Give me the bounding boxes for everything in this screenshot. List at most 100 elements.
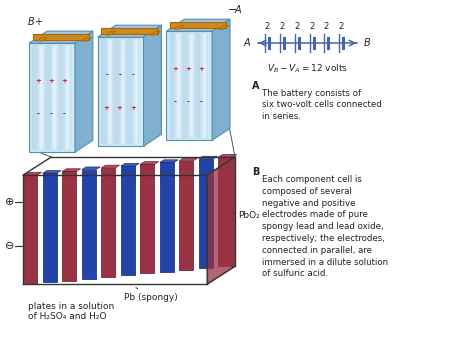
Text: -: - xyxy=(200,99,203,105)
Polygon shape xyxy=(39,45,44,150)
Polygon shape xyxy=(199,159,213,268)
Text: -: - xyxy=(63,111,65,117)
Polygon shape xyxy=(219,154,237,157)
Polygon shape xyxy=(82,170,96,279)
Polygon shape xyxy=(170,33,174,138)
Polygon shape xyxy=(101,165,119,168)
Text: -: - xyxy=(36,111,39,117)
Text: B: B xyxy=(363,38,370,48)
Polygon shape xyxy=(23,172,42,175)
Polygon shape xyxy=(23,175,37,284)
Polygon shape xyxy=(98,37,144,146)
Polygon shape xyxy=(179,161,193,270)
Text: −: − xyxy=(228,5,237,15)
Polygon shape xyxy=(160,160,178,162)
Polygon shape xyxy=(196,33,201,138)
Polygon shape xyxy=(166,31,212,140)
Polygon shape xyxy=(114,39,118,144)
Polygon shape xyxy=(46,45,50,150)
Text: B: B xyxy=(252,167,259,177)
Polygon shape xyxy=(140,164,155,273)
Polygon shape xyxy=(43,173,57,282)
Polygon shape xyxy=(170,22,227,28)
Polygon shape xyxy=(43,171,61,173)
Text: -: - xyxy=(187,99,190,105)
Text: Each component cell is
composed of several
negative and positive
electrodes made: Each component cell is composed of sever… xyxy=(262,175,388,278)
Text: +: + xyxy=(104,105,109,111)
Polygon shape xyxy=(121,166,135,275)
Text: +: + xyxy=(48,78,54,84)
Text: 2: 2 xyxy=(339,22,344,31)
Text: +: + xyxy=(130,105,136,111)
Text: +: + xyxy=(185,66,191,72)
Text: +: + xyxy=(117,105,123,111)
Polygon shape xyxy=(144,25,162,146)
Polygon shape xyxy=(174,25,184,29)
Text: ⊖: ⊖ xyxy=(5,241,14,251)
Text: ⊕: ⊕ xyxy=(5,197,14,207)
Text: +: + xyxy=(172,66,178,72)
Text: +: + xyxy=(199,66,204,72)
Text: -: - xyxy=(118,72,121,78)
Text: PbO₂: PbO₂ xyxy=(233,211,260,220)
Polygon shape xyxy=(134,39,138,144)
Polygon shape xyxy=(150,32,160,35)
Text: -: - xyxy=(131,72,134,78)
Polygon shape xyxy=(52,45,57,150)
Text: $V_B - V_A = 12$ volts: $V_B - V_A = 12$ volts xyxy=(267,63,348,75)
Polygon shape xyxy=(101,168,116,277)
Polygon shape xyxy=(105,32,116,35)
Polygon shape xyxy=(101,39,106,144)
Polygon shape xyxy=(183,33,187,138)
Text: +: + xyxy=(35,78,41,84)
Polygon shape xyxy=(98,25,162,37)
Polygon shape xyxy=(199,156,217,159)
Polygon shape xyxy=(33,45,37,150)
Text: 2: 2 xyxy=(279,22,284,31)
Text: A: A xyxy=(252,81,259,91)
Polygon shape xyxy=(202,33,207,138)
Polygon shape xyxy=(37,37,47,41)
Polygon shape xyxy=(179,158,198,161)
Polygon shape xyxy=(166,19,230,31)
Text: -: - xyxy=(105,72,108,78)
Polygon shape xyxy=(108,39,112,144)
Polygon shape xyxy=(140,162,159,164)
Text: -: - xyxy=(174,99,177,105)
Polygon shape xyxy=(121,163,139,166)
Polygon shape xyxy=(127,39,132,144)
Polygon shape xyxy=(82,167,100,170)
Polygon shape xyxy=(65,45,70,150)
Text: A: A xyxy=(243,38,250,48)
Text: plates in a solution: plates in a solution xyxy=(28,302,115,311)
Text: of H₂SO₄ and H₂O: of H₂SO₄ and H₂O xyxy=(28,312,107,321)
Text: 2: 2 xyxy=(324,22,329,31)
Polygon shape xyxy=(82,37,91,41)
Text: 2: 2 xyxy=(294,22,299,31)
Text: -: - xyxy=(50,111,53,117)
Polygon shape xyxy=(207,157,235,284)
Polygon shape xyxy=(75,31,93,152)
Polygon shape xyxy=(219,157,233,266)
Polygon shape xyxy=(160,162,174,272)
Text: +: + xyxy=(34,17,42,27)
Polygon shape xyxy=(62,171,76,280)
Text: Pb (spongy): Pb (spongy) xyxy=(124,288,178,302)
Text: 2: 2 xyxy=(309,22,314,31)
Polygon shape xyxy=(29,43,75,152)
Polygon shape xyxy=(189,33,194,138)
Polygon shape xyxy=(212,19,230,140)
Polygon shape xyxy=(29,31,93,43)
Polygon shape xyxy=(59,45,63,150)
Text: +: + xyxy=(61,78,67,84)
Text: The battery consists of
six two-volt cells connected
in series.: The battery consists of six two-volt cel… xyxy=(262,89,382,121)
Polygon shape xyxy=(121,39,125,144)
Polygon shape xyxy=(176,33,181,138)
Text: B: B xyxy=(27,17,34,27)
Polygon shape xyxy=(101,28,158,34)
Polygon shape xyxy=(219,25,229,29)
Text: A: A xyxy=(234,5,241,15)
Text: 2: 2 xyxy=(264,22,269,31)
Polygon shape xyxy=(62,169,81,171)
Polygon shape xyxy=(33,34,89,40)
